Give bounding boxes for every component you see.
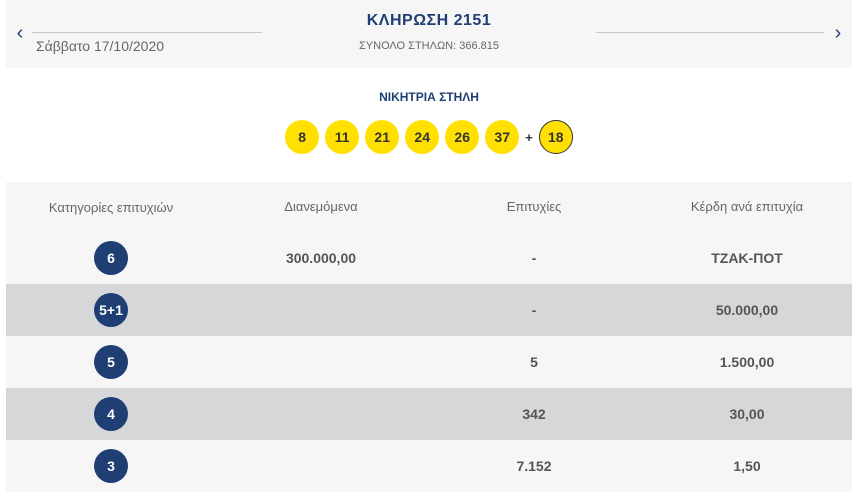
winning-ball: 21 xyxy=(365,120,400,154)
divider-right xyxy=(596,32,824,33)
header-prize: Κέρδη ανά επιτυχία xyxy=(690,199,804,214)
draw-header: ‹ Σάββατο 17/10/2020 ΚΛΗΡΩΣΗ 2151 ΣΥΝΟΛΟ… xyxy=(6,0,852,68)
prize-value: ΤΖΑΚ-ΠΟΤ xyxy=(711,250,783,266)
draw-date: Σάββατο 17/10/2020 xyxy=(36,38,165,54)
winners-value: 5 xyxy=(530,354,538,370)
total-columns: ΣΥΝΟΛΟ ΣΤΗΛΩΝ: 366.815 xyxy=(358,40,500,52)
category-badge: 4 xyxy=(94,397,128,431)
winning-ball: 26 xyxy=(445,120,480,154)
header-distributed: Διανεμόμενα xyxy=(284,199,358,214)
winners-value: 342 xyxy=(522,406,546,422)
category-badge: 6 xyxy=(94,241,128,275)
header-categories: Κατηγορίες επιτυχιών xyxy=(48,199,174,215)
bonus-ball: 18 xyxy=(538,120,573,154)
winners-value: 7.152 xyxy=(516,458,552,474)
prize-value: 1.500,00 xyxy=(719,354,775,370)
table-row: 6 300.000,00 - ΤΖΑΚ-ΠΟΤ xyxy=(6,232,852,284)
prize-value: 30,00 xyxy=(729,406,765,422)
category-badge: 5 xyxy=(94,345,128,379)
chevron-right-icon[interactable]: › xyxy=(834,21,842,44)
draw-title: ΚΛΗΡΩΣΗ 2151 xyxy=(366,12,492,29)
winners-value: - xyxy=(531,250,537,266)
chevron-left-icon[interactable]: ‹ xyxy=(16,21,24,44)
table-row: 5 5 1.500,00 xyxy=(6,336,852,388)
prize-value: 1,50 xyxy=(733,458,761,474)
table-row: 5+1 - 50.000,00 xyxy=(6,284,852,336)
category-badge: 3 xyxy=(94,449,128,483)
winning-ball: 11 xyxy=(325,120,360,154)
prize-value: 50.000,00 xyxy=(715,302,779,318)
prize-table: Κατηγορίες επιτυχιών Διανεμόμενα Επιτυχί… xyxy=(6,182,852,492)
winning-ball: 24 xyxy=(405,120,440,154)
table-row: 3 7.152 1,50 xyxy=(6,440,852,492)
divider-left xyxy=(32,32,262,33)
category-badge: 5+1 xyxy=(94,293,128,327)
winning-ball: 37 xyxy=(485,120,520,154)
table-header: Κατηγορίες επιτυχιών Διανεμόμενα Επιτυχί… xyxy=(6,182,852,232)
header-winners: Επιτυχίες xyxy=(506,199,562,214)
winning-ball: 8 xyxy=(285,120,320,154)
table-row: 4 342 30,00 xyxy=(6,388,852,440)
winners-value: - xyxy=(531,302,537,318)
winning-numbers: 8 11 21 24 26 37 + 18 xyxy=(0,120,858,154)
plus-sign: + xyxy=(525,129,533,145)
winning-column-title: ΝΙΚΗΤΡΙΑ ΣΤΗΛΗ xyxy=(379,90,479,104)
distributed-value: 300.000,00 xyxy=(285,250,357,266)
